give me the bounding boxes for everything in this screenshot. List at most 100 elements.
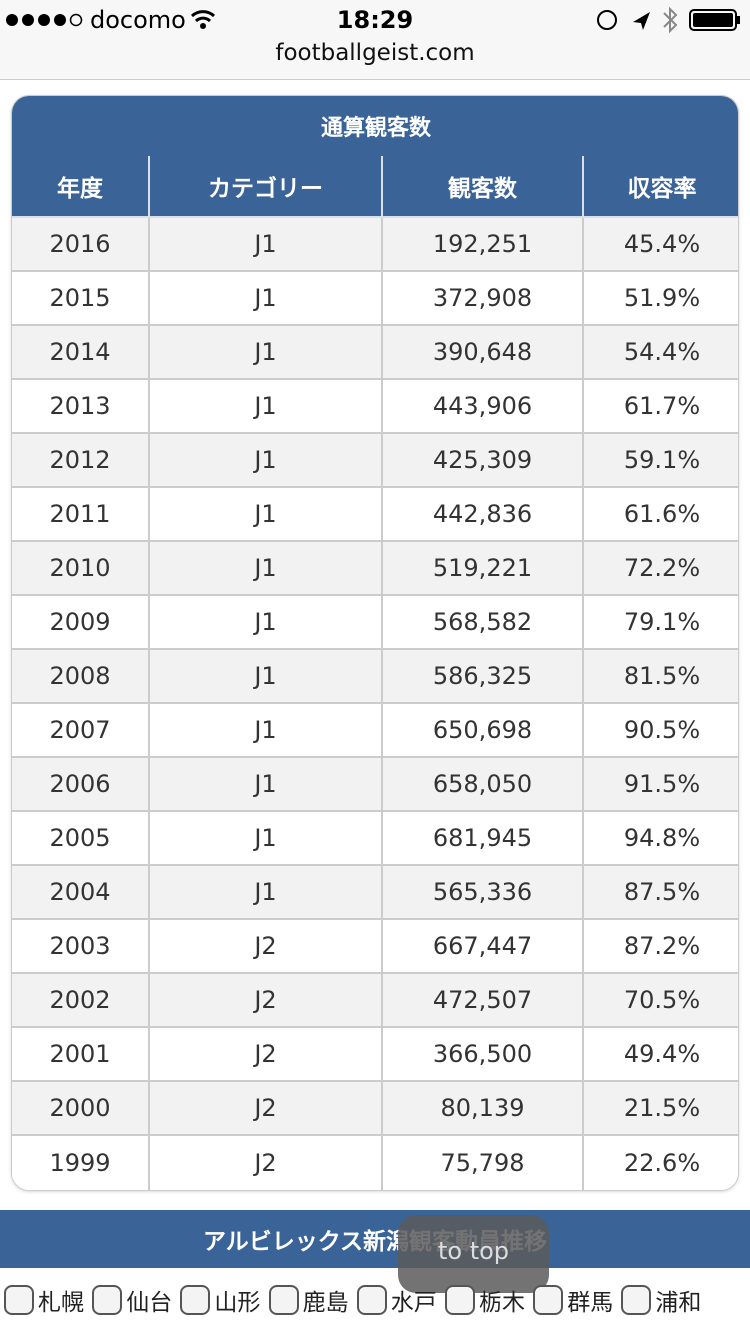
filter-option[interactable]: 札幌 xyxy=(4,1285,84,1316)
filter-label: 鹿島 xyxy=(302,1290,349,1316)
filter-label: 群馬 xyxy=(567,1290,614,1316)
filter-option[interactable]: 栃木 xyxy=(445,1285,525,1316)
filter-label: 栃木 xyxy=(479,1290,525,1316)
table-cell: 192,251 xyxy=(383,218,584,272)
table-cell: 2016 xyxy=(12,218,150,272)
table-cell: 2006 xyxy=(12,758,150,812)
table-cell: 80,139 xyxy=(383,1082,584,1136)
table-cell: 2000 xyxy=(12,1082,150,1136)
table-card: 通算観客数 年度 カテゴリー 観客数 収容率 2016 J1 192,251 45.4% 201… xyxy=(11,95,739,1191)
table-cell: 366,500 xyxy=(383,1028,584,1082)
table-cell: 90.5% xyxy=(584,704,738,758)
column-header: カテゴリー xyxy=(150,156,383,218)
table-cell: 75,798 xyxy=(383,1136,584,1190)
table-cell: 59.1% xyxy=(584,434,738,488)
filter-label: 仙台 xyxy=(126,1290,173,1316)
table-cell: 21.5% xyxy=(584,1082,738,1136)
table-cell: 49.4% xyxy=(584,1028,738,1082)
filter-option[interactable]: 水戸 xyxy=(356,1285,437,1316)
checkbox[interactable] xyxy=(356,1285,387,1315)
filter-option[interactable]: 山形 xyxy=(180,1285,261,1316)
table-cell: 2011 xyxy=(12,488,150,542)
column-header: 観客数 xyxy=(383,156,584,218)
table-cell: 2014 xyxy=(12,326,150,380)
filter-option[interactable]: 鹿島 xyxy=(268,1285,349,1316)
table-cell: 442,836 xyxy=(383,488,584,542)
table-cell: 70.5% xyxy=(584,974,738,1028)
table-cell: 667,447 xyxy=(383,920,584,974)
table-cell: 519,221 xyxy=(383,542,584,596)
table-cell: 91.5% xyxy=(584,758,738,812)
table-cell: 81.5% xyxy=(584,650,738,704)
table-cell: J2 xyxy=(150,1136,383,1190)
table-cell: 79.1% xyxy=(584,596,738,650)
table-cell: 2004 xyxy=(12,866,150,920)
table-cell: 2009 xyxy=(12,596,150,650)
url[interactable]: footballgeist.com xyxy=(275,40,475,66)
table-cell: 2008 xyxy=(12,650,150,704)
table-cell: J1 xyxy=(150,380,383,434)
table-cell: J1 xyxy=(150,596,383,650)
status-icons xyxy=(6,6,740,34)
table-cell: J1 xyxy=(150,434,383,488)
filter-label: 浦和 xyxy=(655,1290,702,1316)
table-cell: J2 xyxy=(150,1028,383,1082)
table-cell: J1 xyxy=(150,704,383,758)
checkbox[interactable] xyxy=(4,1285,34,1315)
table-cell: 568,582 xyxy=(383,596,584,650)
table-cell: J1 xyxy=(150,758,383,812)
table-cell: 87.5% xyxy=(584,866,738,920)
table-cell: J2 xyxy=(150,920,383,974)
checkbox[interactable] xyxy=(180,1285,211,1315)
table-cell: 61.6% xyxy=(584,488,738,542)
table-cell: 2002 xyxy=(12,974,150,1028)
filter-label: 札幌 xyxy=(38,1290,84,1316)
table-cell: J1 xyxy=(150,488,383,542)
table-cell: 2001 xyxy=(12,1028,150,1082)
table-cell: 2005 xyxy=(12,812,150,866)
filter-label: 水戸 xyxy=(390,1290,437,1316)
table-cell: J1 xyxy=(150,812,383,866)
table-cell: 681,945 xyxy=(383,812,584,866)
table-cell: J1 xyxy=(150,866,383,920)
carrier: docomo xyxy=(90,6,186,34)
table-cell: 45.4% xyxy=(584,218,738,272)
filter-option[interactable]: 浦和 xyxy=(621,1285,702,1316)
table-cell: J1 xyxy=(150,272,383,326)
table-cell: 2003 xyxy=(12,920,150,974)
table-cell: 565,336 xyxy=(383,866,584,920)
checkbox[interactable] xyxy=(268,1285,299,1315)
table-cell: 390,648 xyxy=(383,326,584,380)
table-cell: 472,507 xyxy=(383,974,584,1028)
table-cell: 51.9% xyxy=(584,272,738,326)
table-cell: 2015 xyxy=(12,272,150,326)
table-cell: 1999 xyxy=(12,1136,150,1190)
table-cell: 54.4% xyxy=(584,326,738,380)
status-bar: docomo 18:29 footballgeist.com xyxy=(0,0,750,80)
column-header: 収容率 xyxy=(584,156,738,218)
checkbox[interactable] xyxy=(445,1285,475,1315)
table-cell: 650,698 xyxy=(383,704,584,758)
clock: 18:29 xyxy=(336,6,414,34)
to-top-button[interactable]: to top xyxy=(398,1215,549,1293)
table-cell: 443,906 xyxy=(383,380,584,434)
table-cell: 372,908 xyxy=(383,272,584,326)
checkbox[interactable] xyxy=(621,1285,652,1315)
table-cell: J1 xyxy=(150,326,383,380)
table-cell: J1 xyxy=(150,542,383,596)
checkbox[interactable] xyxy=(533,1285,564,1315)
table-cell: 94.8% xyxy=(584,812,738,866)
filter-option[interactable]: 仙台 xyxy=(92,1285,173,1316)
table-cell: 61.7% xyxy=(584,380,738,434)
filter-label: 山形 xyxy=(214,1290,261,1316)
table-cell: 2012 xyxy=(12,434,150,488)
section-title: アルビレックス新潟観客動員推移 xyxy=(0,1210,750,1268)
table-cell: J2 xyxy=(150,974,383,1028)
table-cell: 2007 xyxy=(12,704,150,758)
table-cell: J1 xyxy=(150,218,383,272)
checkbox[interactable] xyxy=(92,1285,123,1315)
table-cell: 425,309 xyxy=(383,434,584,488)
table-cell: 586,325 xyxy=(383,650,584,704)
filter-option[interactable]: 群馬 xyxy=(533,1285,614,1316)
